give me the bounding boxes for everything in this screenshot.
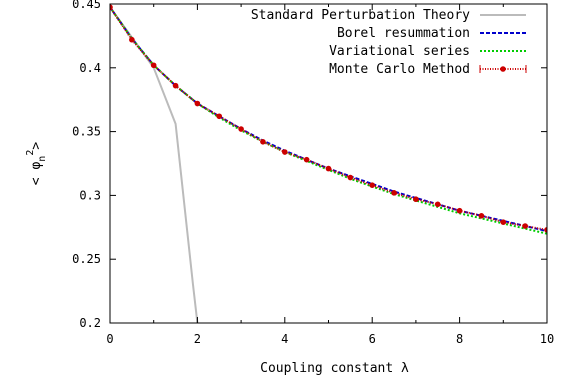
data-point <box>478 213 485 219</box>
series-line-borel-resummation <box>110 6 547 233</box>
legend: Standard Perturbation Theory Borel resumm… <box>251 8 527 77</box>
data-point <box>369 182 376 188</box>
series-line-standard-perturbation-theory <box>110 6 199 323</box>
x-tick-label: 6 <box>369 332 376 346</box>
y-tick-label: 0.3 <box>79 188 101 202</box>
y-tick-label: 0.4 <box>79 61 101 75</box>
data-point <box>216 113 223 120</box>
series-line-monte-carlo-method <box>110 6 547 231</box>
axes: 0 2 4 6 8 10 0.2 0.25 0.3 0.35 0.4 0.45 <box>72 0 554 346</box>
legend-label: Borel resummation <box>337 26 470 41</box>
data-point <box>260 139 266 145</box>
data-point <box>129 36 135 43</box>
legend-label: Variational series <box>329 44 470 59</box>
data-point <box>413 196 419 203</box>
data-point <box>282 149 288 155</box>
x-tick-label: 0 <box>106 332 113 346</box>
legend-marker <box>500 66 506 72</box>
y-tick-label: 0.25 <box>72 252 101 266</box>
data-point <box>456 207 463 214</box>
data-point <box>544 227 547 233</box>
data-point <box>500 219 507 225</box>
data-point <box>172 82 179 89</box>
y-tick-label: 0.2 <box>79 316 101 330</box>
series-line-variational-series <box>110 6 547 235</box>
data-point <box>522 223 528 229</box>
data-point <box>238 126 244 132</box>
data-point <box>325 165 332 172</box>
data-point <box>434 201 441 208</box>
x-axis-title: Coupling constant λ <box>260 361 409 376</box>
y-tick-label: 0.35 <box>72 125 101 139</box>
y-tick-label: 0.45 <box>72 0 101 11</box>
data-point <box>194 100 201 107</box>
data-point <box>150 62 157 69</box>
y-axis-title: < φn2> <box>25 142 48 186</box>
legend-label: Standard Perturbation Theory <box>251 8 470 23</box>
legend-label: Monte Carlo Method <box>329 62 470 77</box>
data-point <box>391 190 397 196</box>
x-tick-label: 2 <box>194 332 201 346</box>
x-tick-label: 10 <box>540 332 554 346</box>
x-tick-label: 4 <box>281 332 288 346</box>
data-point <box>303 156 310 163</box>
plot-area <box>110 4 547 323</box>
data-point <box>347 174 354 181</box>
x-tick-label: 8 <box>456 332 463 346</box>
data-point <box>110 4 113 10</box>
